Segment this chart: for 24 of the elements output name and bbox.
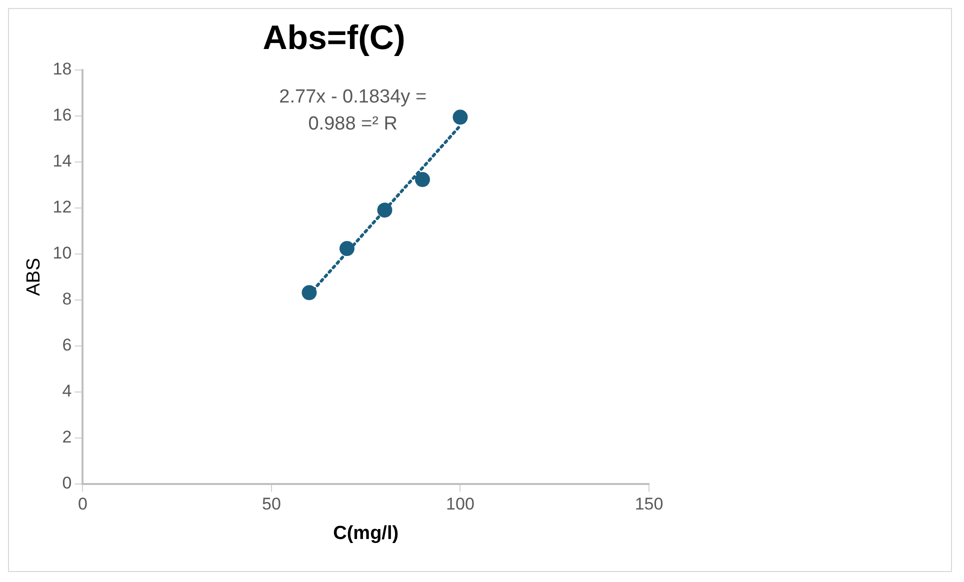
chart-title: Abs=f(C) [262, 18, 406, 57]
x-tick-label: 50 [262, 494, 281, 514]
y-tick-label: 2 [62, 427, 72, 446]
y-tick-label: 0 [62, 473, 72, 492]
y-tick-label: 6 [62, 335, 72, 354]
y-tick-label: 14 [52, 151, 72, 170]
x-tick-label: 100 [446, 494, 474, 514]
y-tick-label: 16 [52, 105, 72, 124]
y-tick-label: 18 [52, 59, 72, 78]
x-tick-label: 150 [634, 494, 664, 514]
y-tick-label: 12 [52, 197, 72, 216]
point [414, 172, 430, 188]
y-tick-label: 4 [62, 381, 72, 400]
x-axis-title: C(mg/l) [333, 522, 399, 544]
annotation: 2.77x - 0.1834y = [279, 86, 427, 108]
y-tick-label: 8 [62, 289, 72, 308]
x-tick-label: 0 [78, 494, 88, 514]
point [339, 241, 354, 256]
annotation: 0.988 =² R [308, 114, 398, 135]
point [377, 202, 392, 218]
point [302, 285, 317, 300]
y-axis-title: ABS [24, 258, 45, 296]
y-tick-label: 10 [52, 243, 72, 262]
point [452, 110, 468, 125]
